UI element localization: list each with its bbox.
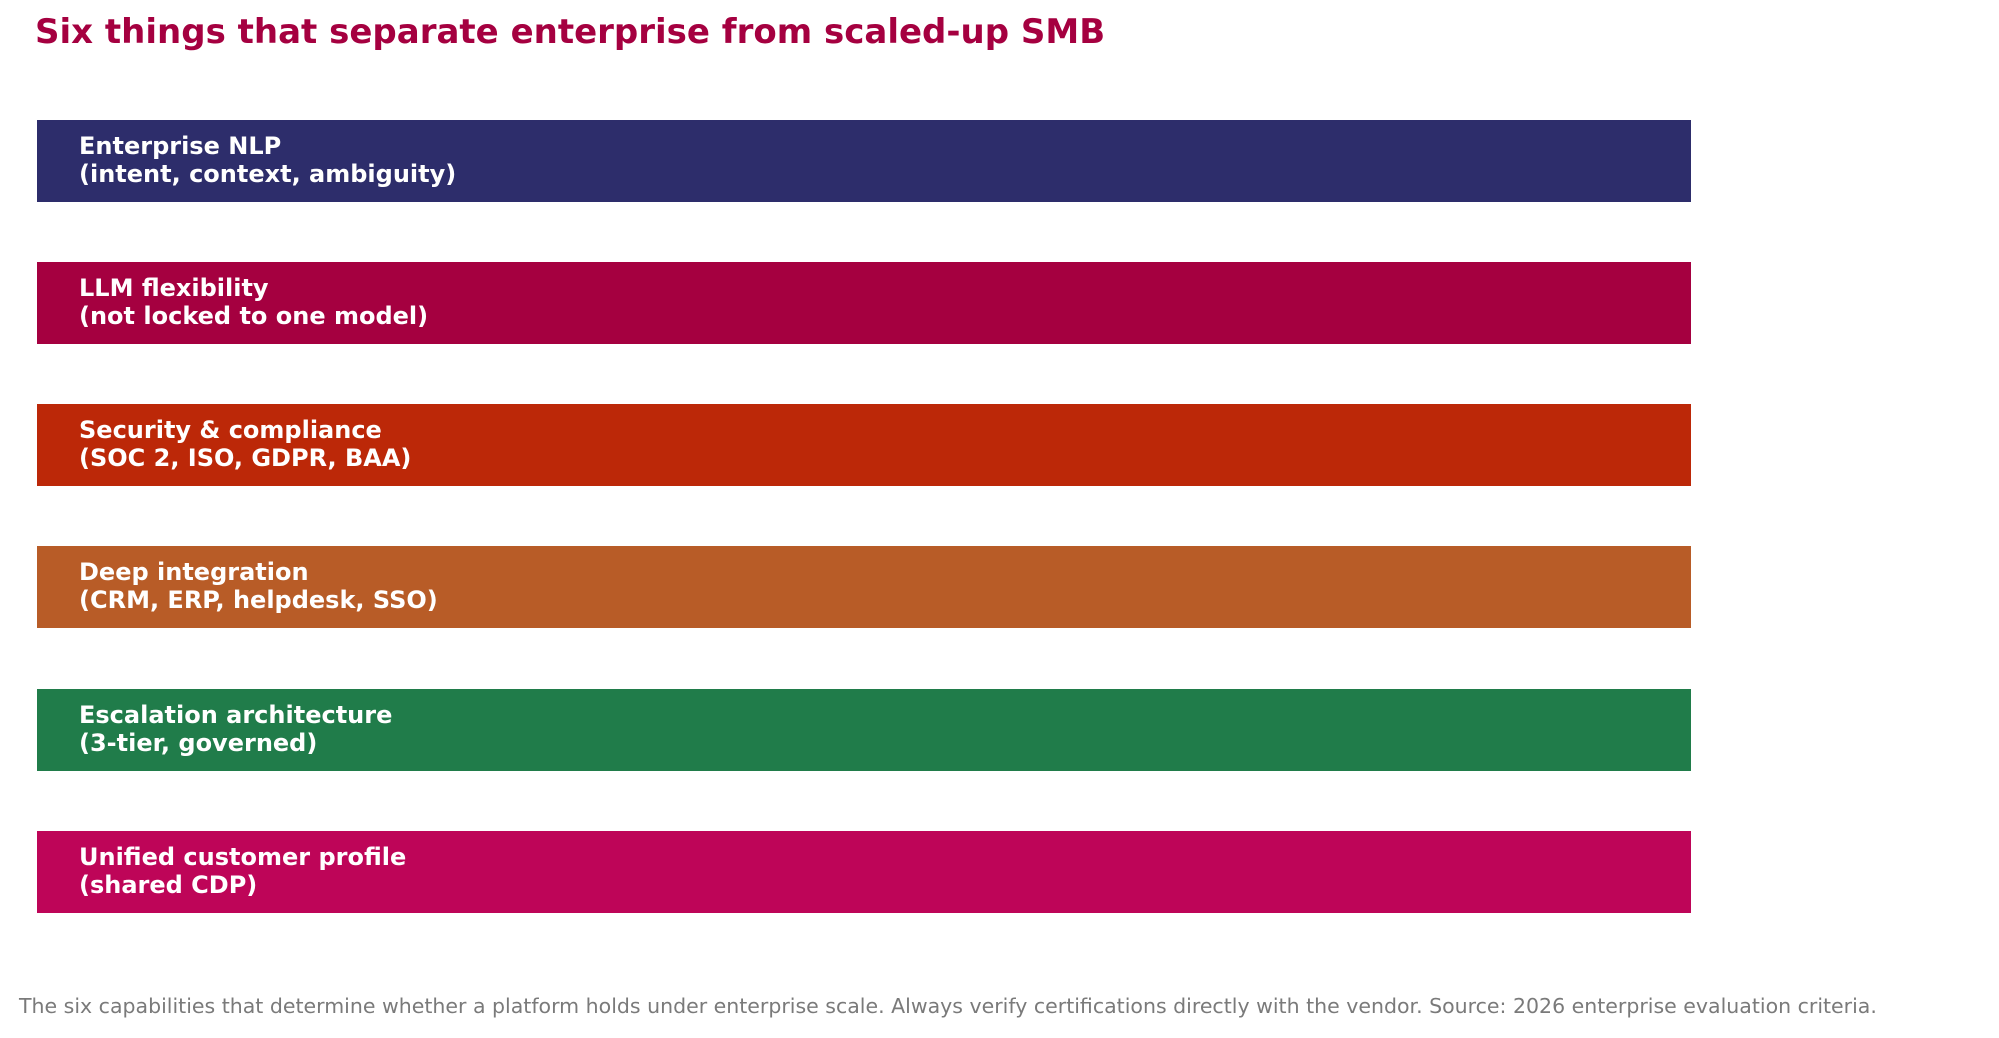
capability-bar: Escalation architecture (3-tier, governed… — [37, 689, 1691, 771]
capability-detail: (intent, context, ambiguity) — [79, 160, 457, 188]
capability-label: Unified customer profile (shared CDP) — [79, 843, 406, 899]
capability-detail: (SOC 2, ISO, GDPR, BAA) — [79, 444, 412, 472]
capability-bar: Security & compliance (SOC 2, ISO, GDPR, … — [37, 404, 1691, 486]
capability-detail: (CRM, ERP, helpdesk, SSO) — [79, 586, 438, 614]
capability-title: Unified customer profile — [79, 843, 407, 871]
capability-bar: LLM flexibility (not locked to one model) — [37, 262, 1691, 344]
capability-bar: Deep integration (CRM, ERP, helpdesk, SSO… — [37, 546, 1691, 628]
capability-title: Escalation architecture — [79, 701, 393, 729]
title: Six things that separate enterprise from… — [35, 12, 1106, 52]
capability-detail: (not locked to one model) — [79, 302, 429, 330]
capability-title: Enterprise NLP — [79, 132, 282, 160]
capability-title: LLM flexibility — [79, 274, 269, 302]
capability-label: Enterprise NLP (intent, context, ambiguit… — [79, 132, 456, 188]
capability-detail: (shared CDP) — [79, 871, 258, 899]
capability-title: Deep integration — [79, 558, 309, 586]
capability-bar: Unified customer profile (shared CDP) — [37, 831, 1691, 913]
capability-bar: Enterprise NLP (intent, context, ambiguit… — [37, 120, 1691, 202]
capability-label: Security & compliance (SOC 2, ISO, GDPR, … — [79, 416, 411, 472]
capability-detail: (3-tier, governed) — [79, 729, 318, 757]
footer-note: The six capabilities that determine whet… — [19, 994, 1877, 1018]
capability-label: Deep integration (CRM, ERP, helpdesk, SSO… — [79, 558, 438, 614]
capability-title: Security & compliance — [79, 416, 382, 444]
capability-label: Escalation architecture (3-tier, governed… — [79, 701, 392, 757]
capability-label: LLM flexibility (not locked to one model) — [79, 274, 428, 330]
